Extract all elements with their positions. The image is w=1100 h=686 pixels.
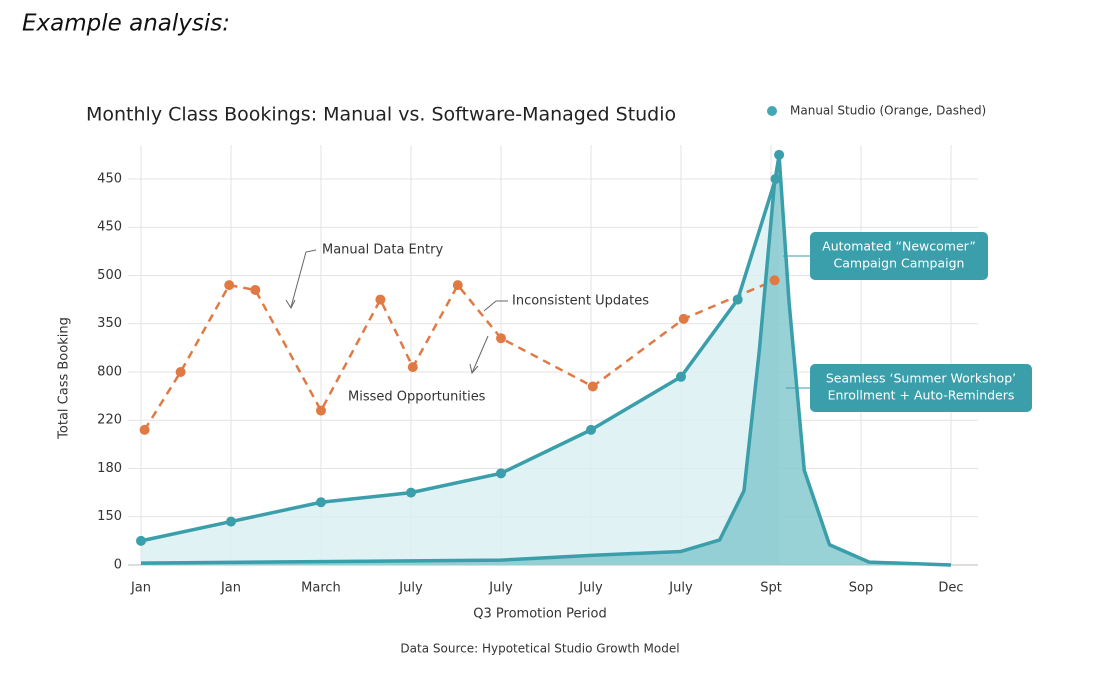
- data-point: [587, 381, 598, 392]
- data-point: [496, 333, 506, 344]
- x-tick-label: July: [488, 581, 513, 596]
- x-axis-label: Q3 Promotion Period: [473, 607, 606, 622]
- data-point: [732, 294, 743, 305]
- y-tick-label: 0: [114, 558, 122, 573]
- arrow: [483, 300, 508, 312]
- y-tick-label: 180: [97, 461, 122, 476]
- annotation: Inconsistent Updates: [512, 294, 649, 309]
- x-tick-label: July: [668, 581, 693, 596]
- data-point: [375, 294, 386, 305]
- legend-label: Manual Studio (Orange, Dashed): [790, 104, 986, 118]
- y-tick-label: 800: [97, 364, 122, 379]
- data-point: [136, 535, 146, 546]
- data-point: [250, 284, 261, 295]
- annotation: Missed Opportunities: [348, 390, 486, 405]
- arrow: [290, 249, 317, 308]
- arrow-head: [469, 363, 479, 375]
- annotation-arrows: [285, 249, 810, 389]
- data-point: [770, 173, 781, 184]
- x-tick-label: March: [301, 581, 341, 596]
- source-note: Data Source: Hypotetical Studio Growth M…: [400, 642, 679, 656]
- data-point: [496, 468, 506, 479]
- data-point: [769, 275, 780, 286]
- data-point: [676, 371, 686, 382]
- x-tick-label: July: [398, 581, 423, 596]
- page-header: Example analysis:: [22, 11, 230, 37]
- x-tick-label: Jan: [130, 581, 151, 596]
- data-point: [316, 405, 326, 416]
- y-axis-label: Total Cass Booking: [57, 317, 72, 440]
- callout-box: [810, 232, 988, 280]
- data-point: [226, 516, 236, 527]
- callout-text: Automated “Newcomer”: [822, 239, 976, 254]
- plot-area: [136, 149, 952, 567]
- data-point: [407, 362, 418, 373]
- data-point: [224, 280, 235, 291]
- data-point: [316, 497, 326, 508]
- series-line: [143, 279, 776, 431]
- y-tick-label: 500: [97, 268, 122, 283]
- data-point: [175, 366, 186, 377]
- arrow-head: [285, 299, 296, 310]
- x-tick-label: Dec: [938, 581, 963, 596]
- y-tick-label: 450: [97, 220, 122, 235]
- y-tick-label: 450: [97, 171, 122, 186]
- area: [141, 154, 780, 566]
- series-line: [140, 154, 952, 567]
- callout-text: Enrollment + Auto-Reminders: [828, 388, 1015, 403]
- data-point: [452, 280, 463, 291]
- series-line: [140, 154, 781, 543]
- arrow: [471, 335, 489, 374]
- data-point: [774, 149, 785, 160]
- data-point: [586, 424, 596, 435]
- annotation: Manual Data Entry: [322, 243, 443, 258]
- legend-marker: [767, 106, 777, 116]
- data-point: [406, 487, 416, 498]
- y-tick-label: 350: [97, 316, 122, 331]
- annotations: Manual Studio (Orange, Dashed) Manual Dat…: [322, 104, 1032, 412]
- grid: 0 150 180 220 800 350 500 450 450 Jan Jan March July…: [97, 145, 978, 596]
- y-tick-label: 220: [97, 413, 122, 428]
- x-tick-label: Jan: [220, 581, 241, 596]
- x-tick-label: July: [578, 581, 603, 596]
- data-point: [678, 313, 689, 324]
- x-tick-label: Spt: [760, 581, 782, 596]
- chart-title: Monthly Class Bookings: Manual vs. Softw…: [86, 104, 676, 126]
- x-tick-label: Sop: [849, 581, 873, 596]
- callout-box: [810, 364, 1032, 412]
- y-tick-label: 150: [97, 509, 122, 524]
- callout-text: Campaign Campaign: [834, 256, 965, 271]
- callout-text: Seamless ‘Summer Workshop’: [826, 371, 1016, 386]
- data-point: [139, 424, 150, 435]
